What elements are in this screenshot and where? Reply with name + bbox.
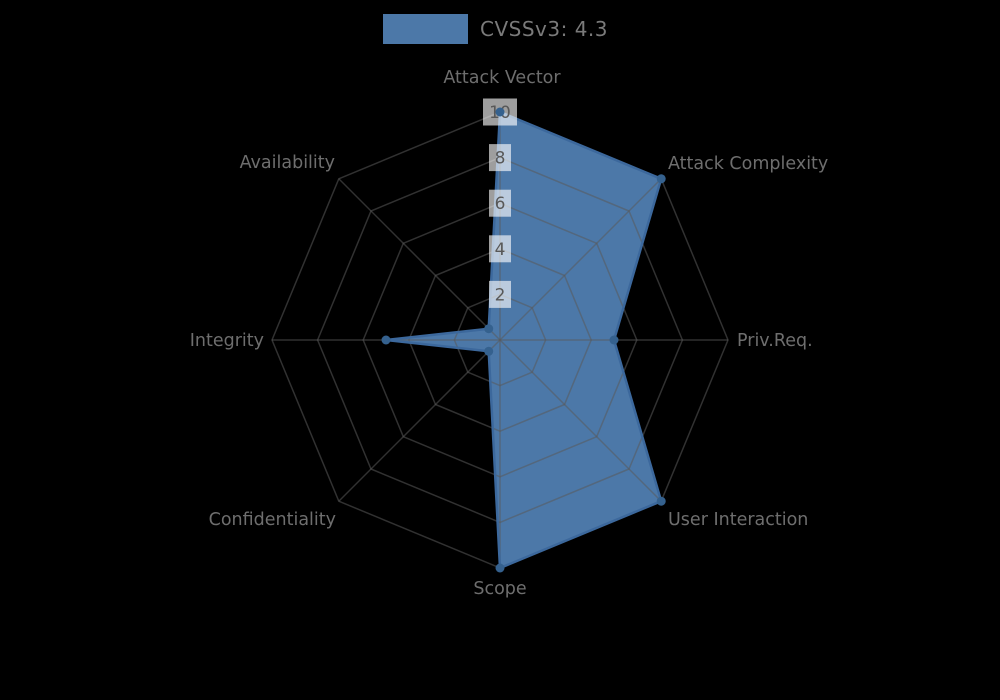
axis-label-scope: Scope xyxy=(473,579,526,599)
axis-spoke xyxy=(499,339,662,502)
vertex-marker xyxy=(609,335,619,345)
tick-label: 4 xyxy=(495,240,506,260)
axis-label-attack-vector: Attack Vector xyxy=(443,68,561,88)
vertex-marker xyxy=(656,174,666,184)
axis-label-user-interaction: User Interaction xyxy=(668,510,808,530)
tick-label: 2 xyxy=(495,285,506,305)
axis-label-attack-complexity: Attack Complexity xyxy=(668,154,828,174)
axis-label-availability: Availability xyxy=(240,153,335,173)
axis-label-priv-req: Priv.Req. xyxy=(737,331,813,351)
tick-label-box xyxy=(489,235,511,263)
chart-legend: CVSSv3: 4.3 xyxy=(383,14,608,44)
tick-label-box xyxy=(489,144,511,172)
vertex-marker xyxy=(484,324,494,334)
axis-spoke xyxy=(499,178,662,341)
tick-label-box xyxy=(489,280,511,308)
vertex-marker xyxy=(495,563,505,573)
tick-label: 8 xyxy=(495,149,506,169)
axis-label-integrity: Integrity xyxy=(190,331,264,351)
axis-label-confidentiality: Confidentiality xyxy=(209,510,336,530)
vertex-marker xyxy=(656,496,666,506)
vertex-marker xyxy=(381,335,391,345)
vertex-marker xyxy=(495,107,505,117)
tick-label: 6 xyxy=(495,194,506,214)
legend-swatch xyxy=(383,14,468,44)
legend-label: CVSSv3: 4.3 xyxy=(480,17,608,41)
vertex-marker xyxy=(484,346,494,356)
axis-spoke xyxy=(338,339,501,502)
tick-label-box xyxy=(489,189,511,217)
axis-spoke xyxy=(338,178,501,341)
